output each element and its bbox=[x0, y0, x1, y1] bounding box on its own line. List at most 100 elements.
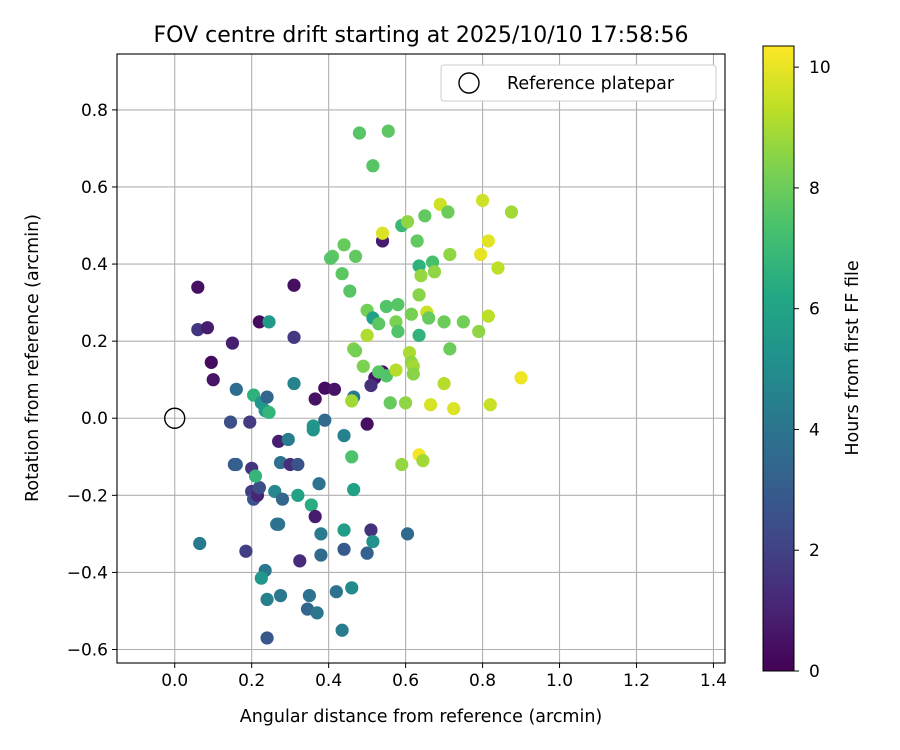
colorbar-label: Hours from first FF file bbox=[843, 260, 863, 455]
data-point bbox=[272, 517, 286, 531]
data-point bbox=[252, 315, 266, 329]
chart-title: FOV centre drift starting at 2025/10/10 … bbox=[154, 23, 689, 48]
data-point bbox=[366, 159, 380, 173]
data-point bbox=[281, 432, 295, 447]
legend-label-reference: Reference platepar bbox=[507, 74, 675, 94]
data-point bbox=[273, 588, 288, 603]
data-point bbox=[348, 249, 363, 263]
x-axis-ticks: 0.0 0.2 0.4 0.6 0.8 1.0 1.2 1.4 bbox=[161, 663, 727, 691]
data-point bbox=[260, 390, 274, 404]
data-point bbox=[383, 396, 397, 410]
data-point bbox=[327, 382, 342, 396]
data-point bbox=[304, 498, 318, 512]
data-point bbox=[422, 311, 436, 325]
data-point bbox=[260, 631, 274, 645]
x-tick-label: 1.0 bbox=[546, 671, 573, 691]
data-point bbox=[481, 309, 495, 323]
data-point bbox=[391, 297, 405, 312]
data-point bbox=[306, 423, 320, 437]
data-point bbox=[427, 265, 442, 279]
data-point bbox=[329, 585, 343, 599]
data-point bbox=[337, 238, 351, 252]
y-tick-label: 0.8 bbox=[81, 101, 108, 121]
data-point bbox=[412, 288, 426, 302]
data-point bbox=[360, 417, 374, 431]
data-point bbox=[366, 534, 380, 549]
data-point bbox=[437, 376, 451, 391]
data-point bbox=[252, 481, 266, 495]
data-point bbox=[318, 381, 332, 395]
data-point bbox=[389, 363, 403, 377]
colorbar-tick-label: 4 bbox=[809, 420, 820, 440]
data-point bbox=[483, 398, 497, 412]
y-tick-label: 0.4 bbox=[81, 255, 108, 275]
legend: Reference platepar bbox=[440, 64, 717, 102]
data-point bbox=[345, 394, 359, 408]
data-point bbox=[381, 124, 395, 138]
colorbar-tick-label: 0 bbox=[809, 662, 820, 682]
y-axis-ticks: −0.6 −0.4 −0.2 0.0 0.2 0.4 0.6 0.8 bbox=[67, 101, 117, 661]
data-point bbox=[400, 527, 415, 541]
data-point bbox=[293, 554, 307, 568]
data-point bbox=[223, 415, 238, 429]
y-tick-label: −0.6 bbox=[67, 641, 108, 661]
data-points bbox=[164, 124, 528, 645]
data-point bbox=[262, 405, 276, 420]
data-point bbox=[356, 359, 370, 373]
x-tick-label: 0.0 bbox=[161, 671, 188, 691]
data-point bbox=[360, 328, 374, 342]
reference-platepar-marker bbox=[164, 407, 186, 429]
y-tick-label: 0.6 bbox=[81, 178, 108, 198]
data-point bbox=[262, 315, 276, 329]
colorbar-frame bbox=[762, 45, 795, 672]
data-point bbox=[514, 371, 528, 385]
data-point bbox=[229, 382, 243, 396]
data-point bbox=[225, 336, 240, 350]
data-point bbox=[424, 398, 438, 412]
data-point bbox=[441, 205, 455, 219]
data-point bbox=[287, 376, 301, 391]
data-point bbox=[318, 413, 332, 427]
data-point bbox=[410, 234, 424, 248]
data-point bbox=[347, 482, 361, 497]
plot-frame bbox=[116, 53, 726, 664]
data-point bbox=[504, 205, 519, 219]
data-point bbox=[414, 269, 428, 283]
data-point bbox=[443, 342, 457, 356]
data-point bbox=[335, 267, 349, 281]
data-point bbox=[337, 523, 351, 537]
data-point bbox=[275, 492, 290, 506]
colorbar: 0 2 4 6 8 10 Hours from first FF file bbox=[762, 45, 863, 682]
y-axis-label: Rotation from reference (arcmin) bbox=[23, 214, 43, 502]
data-point bbox=[400, 215, 415, 229]
data-point bbox=[343, 284, 357, 298]
x-tick-label: 0.8 bbox=[469, 671, 496, 691]
data-point bbox=[312, 477, 326, 491]
data-point bbox=[474, 247, 488, 262]
data-point bbox=[337, 542, 351, 556]
y-tick-label: 0.0 bbox=[81, 409, 108, 429]
data-point bbox=[260, 592, 274, 607]
data-point bbox=[416, 454, 430, 468]
data-point bbox=[404, 307, 418, 321]
data-point bbox=[352, 126, 367, 140]
data-point bbox=[287, 330, 301, 344]
y-tick-label: −0.2 bbox=[67, 486, 108, 506]
x-axis-label: Angular distance from reference (arcmin) bbox=[240, 707, 603, 727]
data-point bbox=[239, 544, 253, 558]
colorbar-tick-label: 2 bbox=[809, 541, 820, 561]
data-point bbox=[391, 324, 405, 339]
data-point bbox=[335, 623, 349, 637]
y-tick-label: 0.2 bbox=[81, 332, 108, 352]
data-point bbox=[364, 378, 378, 393]
data-point bbox=[200, 321, 215, 335]
data-point bbox=[337, 428, 351, 443]
data-point bbox=[345, 581, 359, 595]
data-point bbox=[248, 469, 263, 483]
data-point bbox=[481, 234, 495, 248]
data-point bbox=[314, 527, 328, 541]
data-point bbox=[443, 247, 457, 262]
data-point bbox=[291, 488, 305, 502]
data-point bbox=[412, 328, 426, 342]
